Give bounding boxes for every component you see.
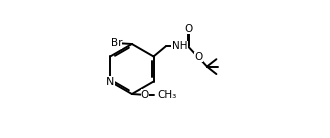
Text: Br: Br <box>111 38 122 48</box>
Text: NH: NH <box>172 41 187 51</box>
Text: O: O <box>141 90 149 100</box>
Text: O: O <box>184 24 192 34</box>
Text: CH₃: CH₃ <box>157 90 177 100</box>
Text: N: N <box>106 76 115 87</box>
Text: O: O <box>194 52 202 62</box>
